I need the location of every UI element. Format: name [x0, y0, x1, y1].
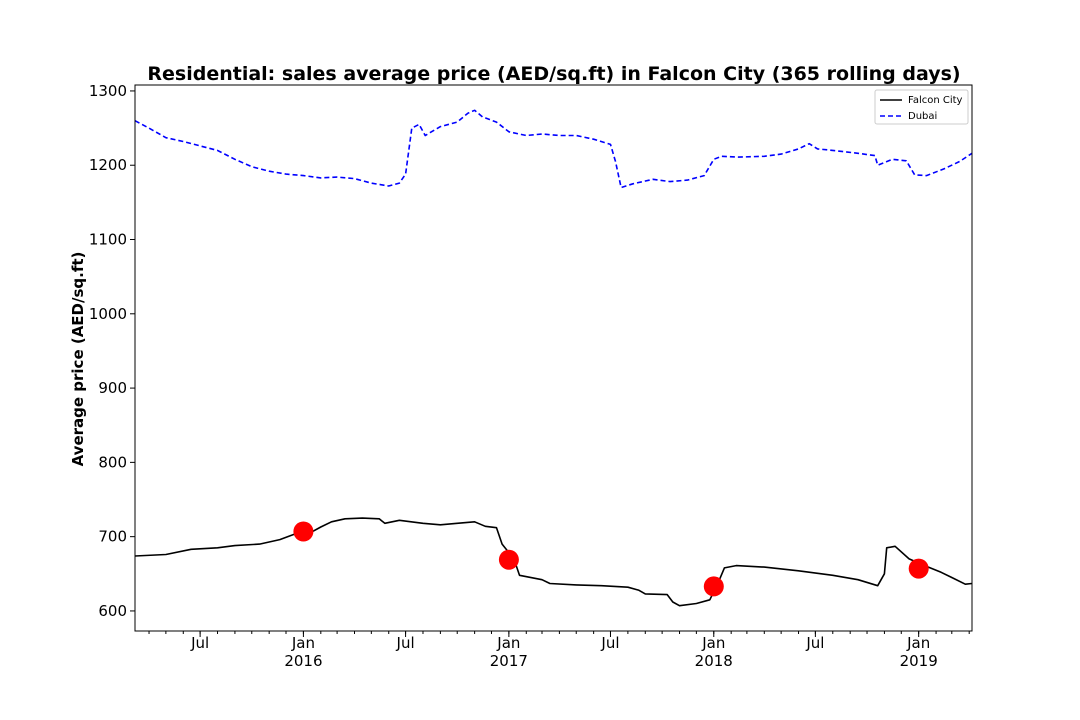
x-tick-year-label: 2018 — [695, 652, 733, 670]
marker-point — [293, 521, 314, 542]
series-line-dubai — [134, 109, 973, 189]
marker-point — [908, 558, 929, 579]
plot-frame — [134, 84, 973, 632]
y-tick-label: 600 — [98, 602, 127, 620]
x-tick-year-label: 2017 — [490, 652, 528, 670]
marker-point — [498, 549, 519, 570]
marker-point — [703, 576, 724, 597]
y-tick-label: 1000 — [89, 305, 127, 323]
y-tick-label: 1100 — [89, 231, 127, 249]
x-tick-label: Jan — [701, 634, 725, 652]
plot-area — [134, 109, 973, 607]
x-tick-label: Jul — [805, 634, 824, 652]
y-tick-label: 900 — [98, 379, 127, 397]
x-tick-label: Jul — [190, 634, 209, 652]
legend-label-dubai: Dubai — [908, 111, 937, 122]
legend-label-falcon-city: Falcon City — [908, 95, 963, 106]
x-tick-label: Jul — [600, 634, 619, 652]
series-line-falcon-city — [134, 517, 973, 607]
y-tick-label: 1300 — [89, 82, 127, 100]
x-tick-label: Jan — [291, 634, 315, 652]
x-tick-label: Jan — [906, 634, 930, 652]
legend: Falcon City Dubai — [874, 89, 969, 125]
x-tick-year-label: 2019 — [900, 652, 938, 670]
y-tick-label: 1200 — [89, 156, 127, 174]
y-axis-label: Average price (AED/sq.ft) — [69, 252, 87, 467]
x-tick-label: Jul — [396, 634, 415, 652]
x-tick-label: Jan — [496, 634, 520, 652]
chart-title: Residential: sales average price (AED/sq… — [147, 63, 960, 85]
x-tick-year-label: 2016 — [284, 652, 322, 670]
y-tick-label: 700 — [98, 528, 127, 546]
y-tick-label: 800 — [98, 453, 127, 471]
